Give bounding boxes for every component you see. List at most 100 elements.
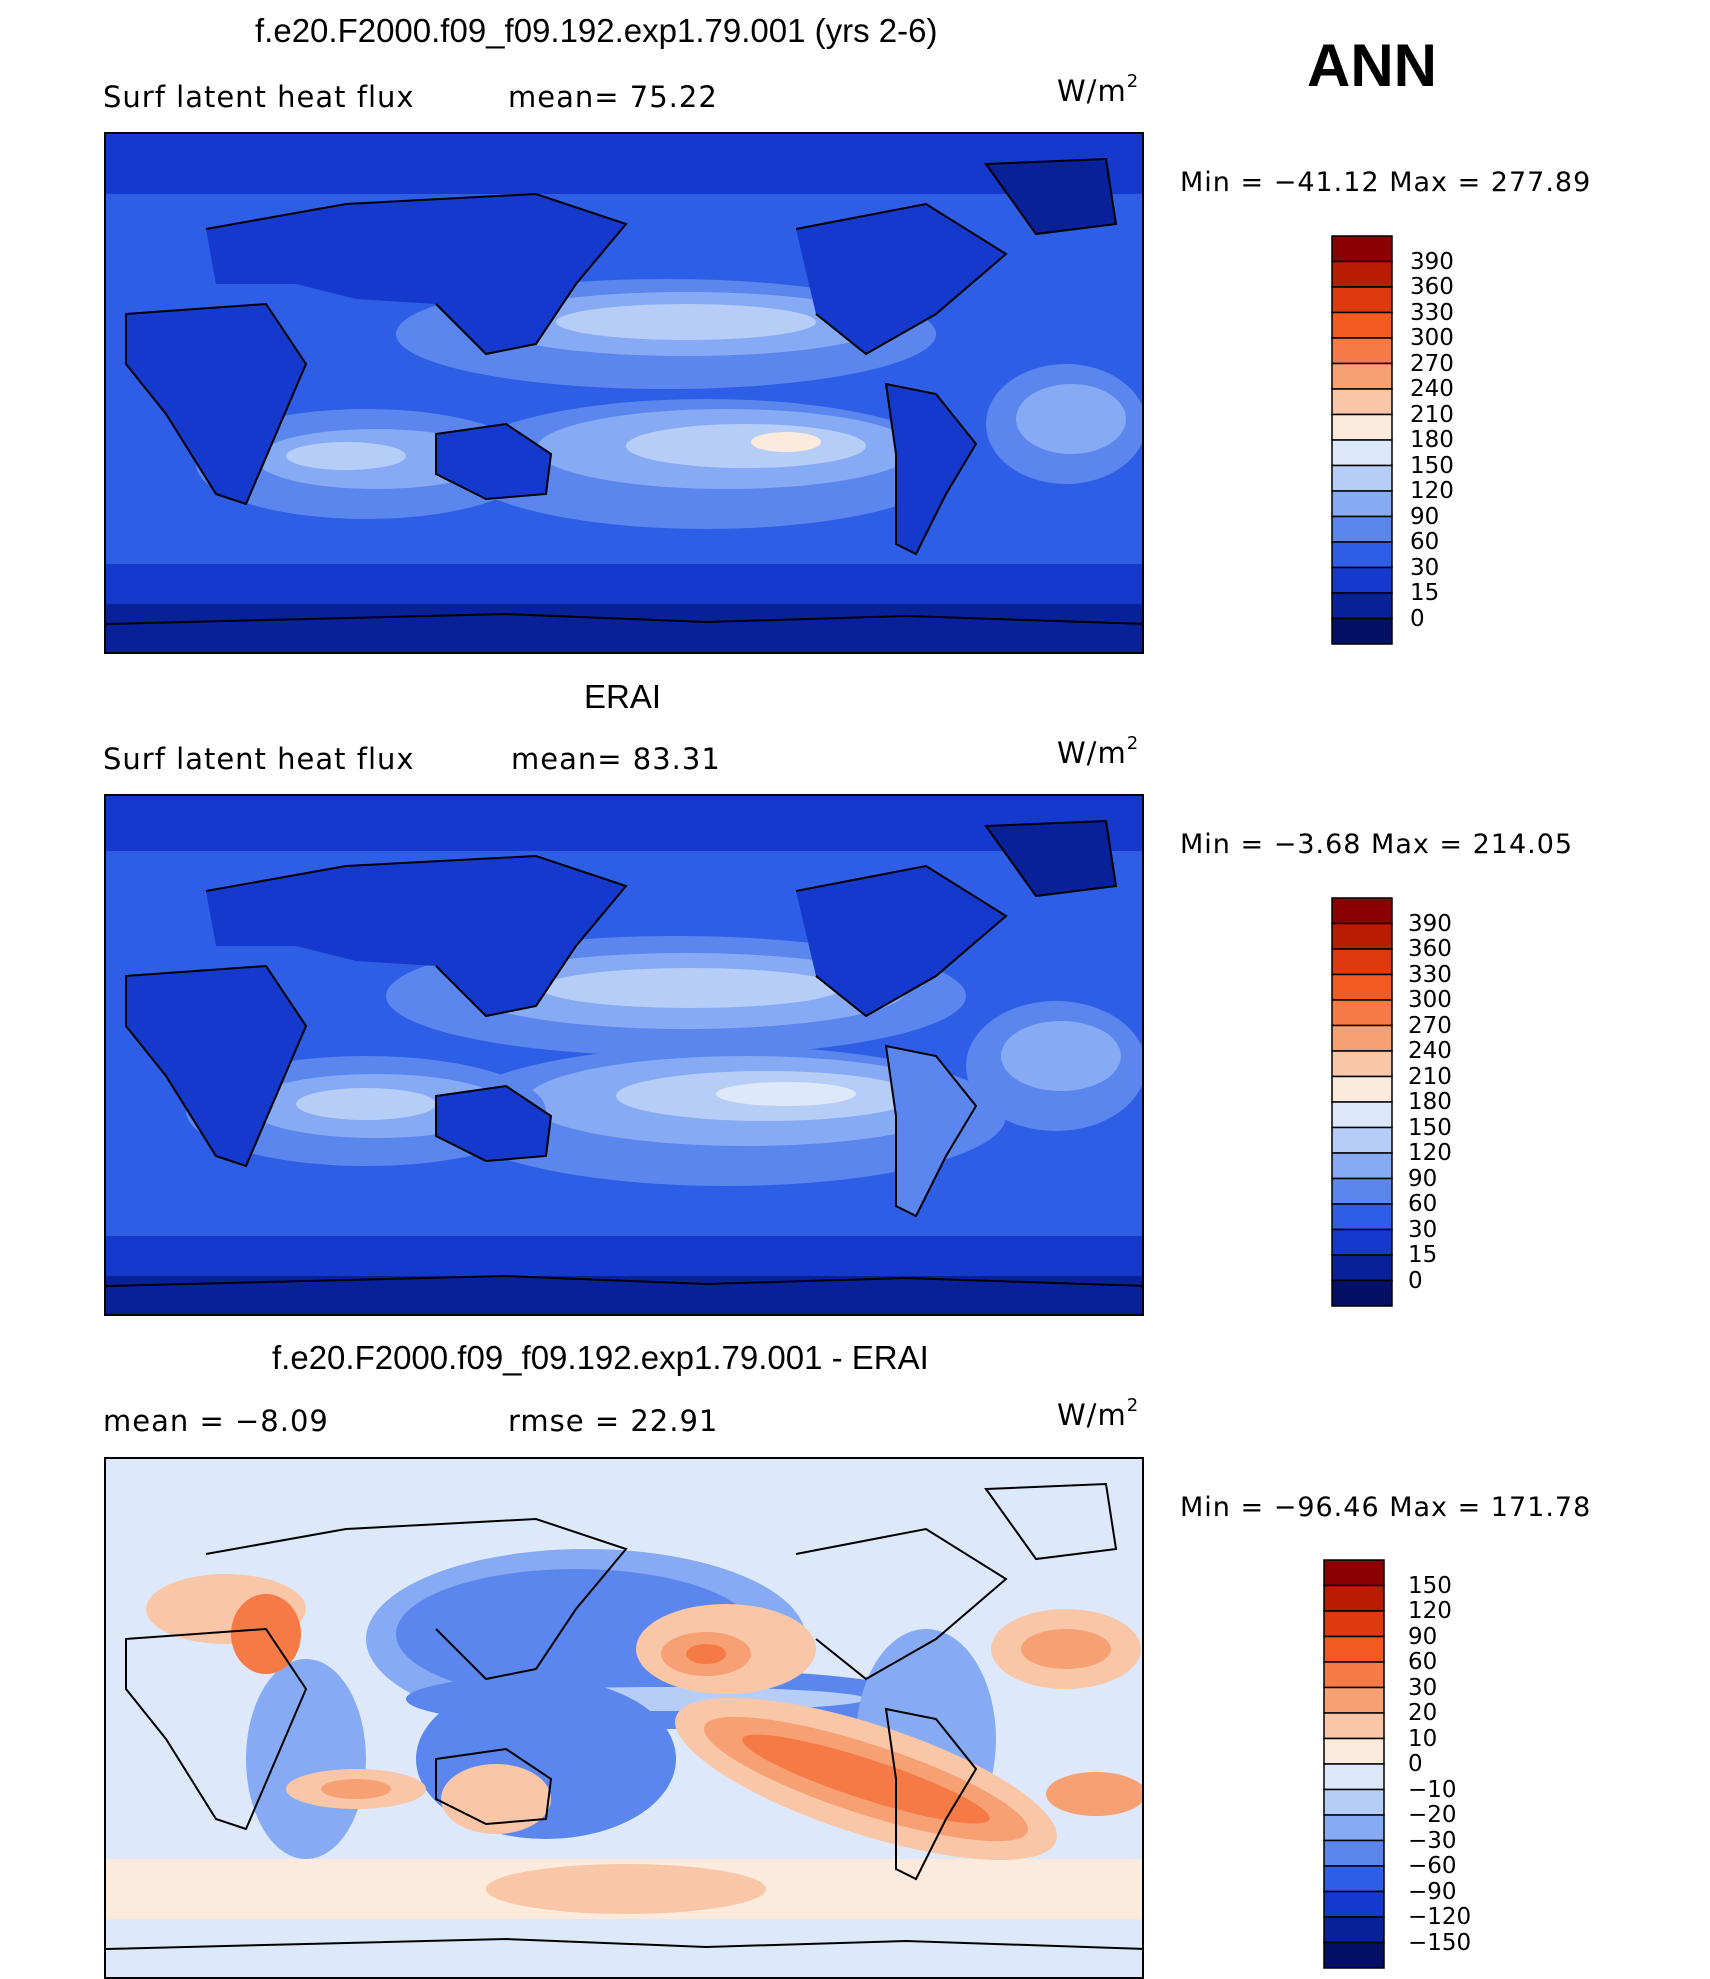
colorbar-tick-label: −150: [1408, 1929, 1472, 1956]
panel-model-minmax: Min = −41.12 Max = 277.89: [1180, 167, 1592, 198]
colorbar-swatch: [1323, 1839, 1385, 1867]
colorbar-swatch: [1331, 1075, 1393, 1103]
colorbar-tick-label: 120: [1408, 1598, 1452, 1624]
colorbar-2-svg: [1323, 1559, 1385, 1969]
colorbar-tick-label: 330: [1408, 961, 1452, 988]
colorbar-swatch: [1331, 1254, 1393, 1282]
colorbar-tick-label: 360: [1408, 936, 1452, 962]
colorbar-tick-label: 300: [1410, 325, 1454, 351]
colorbar-swatch: [1331, 1024, 1393, 1052]
colorbar-tick-label: 360: [1410, 274, 1454, 300]
colorbar-tick-label: 90: [1408, 1623, 1438, 1650]
colorbar-tick-label: 60: [1408, 1649, 1438, 1675]
panel-diff-mean: mean = −8.09: [103, 1404, 329, 1438]
colorbar-swatch: [1331, 515, 1393, 543]
colorbar-tick-label: 0: [1408, 1751, 1423, 1777]
colorbar-swatch: [1323, 1584, 1385, 1612]
colorbar-swatch: [1331, 1101, 1393, 1129]
panel-model-variable: Surf latent heat flux: [103, 80, 415, 114]
colorbar-tick-label: 30: [1410, 554, 1440, 581]
diff-map-svg: [106, 1459, 1142, 1977]
colorbar-tick-label: 0: [1408, 1267, 1423, 1294]
panel-diff-minmax: Min = −96.46 Max = 171.78: [1180, 1492, 1592, 1523]
colorbar-swatch: [1323, 1712, 1385, 1740]
colorbar-swatch: [1331, 362, 1393, 390]
panel-obs-colorbar: [1330, 896, 1394, 1312]
colorbar-swatch: [1323, 1788, 1385, 1816]
panel-obs-units: W/m2: [1057, 733, 1140, 770]
colorbar-tick-label: 30: [1408, 1216, 1438, 1243]
colorbar-tick-label: 300: [1408, 987, 1452, 1013]
colorbar-swatch: [1331, 337, 1393, 365]
colorbar-swatch: [1331, 439, 1393, 467]
colorbar-swatch: [1323, 1890, 1385, 1918]
colorbar-swatch: [1331, 1177, 1393, 1205]
panel-diff-units: W/m2: [1057, 1395, 1140, 1432]
colorbar-tick-label: −90: [1408, 1878, 1457, 1905]
colorbar-swatch: [1331, 311, 1393, 339]
colorbar-tick-label: 60: [1408, 1191, 1438, 1217]
colorbar-tick-label: 60: [1410, 529, 1440, 555]
colorbar-swatch: [1331, 922, 1393, 950]
season-label: ANN: [1307, 32, 1437, 99]
colorbar-tick-label: 210: [1408, 1063, 1452, 1090]
colorbar-swatch: [1331, 413, 1393, 441]
colorbar-tick-label: 30: [1408, 1674, 1438, 1701]
colorbar-tick-label: 270: [1410, 350, 1454, 377]
colorbar-tick-label: 90: [1408, 1165, 1438, 1192]
colorbar-tick-label: 210: [1410, 401, 1454, 428]
colorbar-swatch: [1331, 973, 1393, 1001]
colorbar-swatch: [1323, 1865, 1385, 1893]
panel-model-map: [104, 132, 1144, 654]
colorbar-swatch: [1331, 592, 1393, 620]
colorbar-swatch: [1331, 1126, 1393, 1154]
colorbar-swatch: [1331, 260, 1393, 288]
colorbar-tick-label: 15: [1410, 580, 1440, 606]
colorbar-swatch: [1331, 1203, 1393, 1231]
colorbar-swatch: [1323, 1559, 1385, 1587]
colorbar-tick-label: 0: [1410, 605, 1425, 632]
panel-diff-title: f.e20.F2000.f09_f09.192.exp1.79.001 - ER…: [272, 1339, 929, 1376]
panel-obs-map: [104, 794, 1144, 1316]
colorbar-swatch: [1331, 617, 1393, 645]
colorbar-tick-label: 20: [1408, 1700, 1438, 1726]
colorbar-swatch: [1331, 1279, 1393, 1307]
colorbar-0-svg: [1331, 235, 1393, 645]
colorbar-swatch: [1331, 235, 1393, 263]
colorbar-swatch: [1331, 286, 1393, 314]
colorbar-swatch: [1323, 1610, 1385, 1638]
colorbar-swatch: [1323, 1661, 1385, 1689]
colorbar-swatch: [1331, 388, 1393, 416]
obs-map-svg: [106, 796, 1142, 1314]
colorbar-swatch: [1323, 1814, 1385, 1842]
panel-model-title: f.e20.F2000.f09_f09.192.exp1.79.001 (yrs…: [255, 12, 938, 49]
colorbar-tick-label: −10: [1408, 1776, 1457, 1803]
colorbar-swatch: [1323, 1916, 1385, 1944]
colorbar-tick-label: −60: [1408, 1853, 1457, 1879]
colorbar-tick-label: 240: [1410, 376, 1454, 402]
colorbar-tick-label: 150: [1410, 452, 1454, 479]
colorbar-swatch: [1331, 1228, 1393, 1256]
model-map-svg: [106, 134, 1142, 652]
colorbar-tick-label: 120: [1408, 1140, 1452, 1166]
colorbar-tick-label: 180: [1408, 1089, 1452, 1115]
colorbar-tick-label: 330: [1410, 299, 1454, 326]
colorbar-swatch: [1331, 541, 1393, 569]
colorbar-tick-label: 10: [1408, 1725, 1438, 1752]
panel-model-mean: mean= 75.22: [508, 80, 718, 114]
colorbar-tick-label: 390: [1410, 248, 1454, 275]
panel-diff-map: [104, 1457, 1144, 1979]
colorbar-tick-label: −120: [1408, 1904, 1472, 1930]
colorbar-swatch: [1331, 1050, 1393, 1078]
colorbar-tick-label: −20: [1408, 1802, 1457, 1828]
colorbar-swatch: [1323, 1941, 1385, 1969]
colorbar-1-svg: [1331, 897, 1393, 1307]
colorbar-tick-label: 390: [1408, 910, 1452, 937]
colorbar-swatch: [1331, 948, 1393, 976]
colorbar-swatch: [1331, 566, 1393, 594]
colorbar-tick-label: 120: [1410, 478, 1454, 504]
colorbar-tick-label: 240: [1408, 1038, 1452, 1064]
colorbar-tick-label: −30: [1408, 1827, 1457, 1854]
colorbar-swatch: [1331, 897, 1393, 925]
panel-obs-title: ERAI: [584, 678, 662, 715]
